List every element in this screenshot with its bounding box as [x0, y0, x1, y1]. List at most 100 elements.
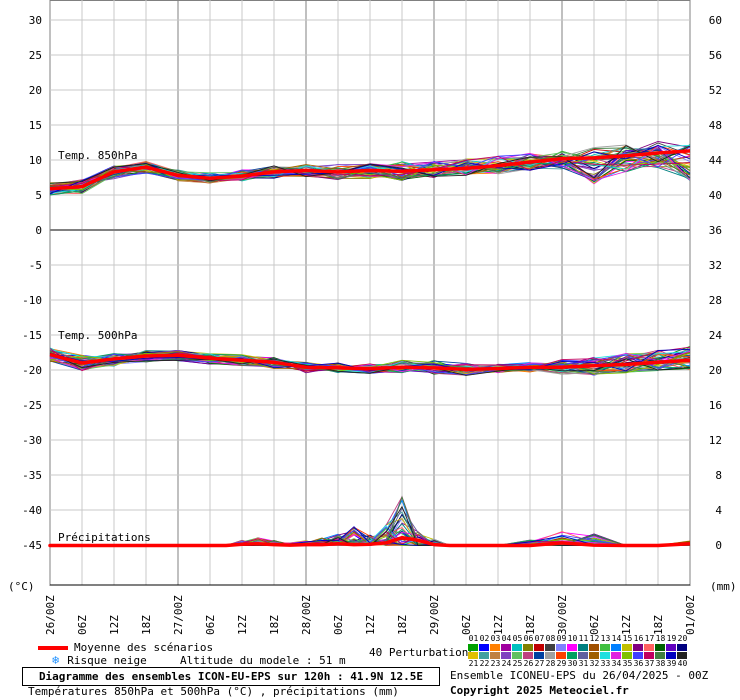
perturbation-number: 13 [600, 634, 611, 643]
y-right-tick-label: 36 [709, 224, 722, 237]
perturbation-number: 31 [578, 659, 589, 668]
perturbation-number: 19 [666, 634, 677, 643]
perturbation-number: 09 [556, 634, 567, 643]
perturbation-number: 12 [589, 634, 600, 643]
perturbation-number: 35 [622, 659, 633, 668]
snowflake-icon: ❄ [52, 653, 60, 667]
x-tick-label: 06Z [204, 615, 217, 635]
perturbation-number: 10 [567, 634, 578, 643]
legend-mean-label: Moyenne des scénarios [74, 641, 214, 654]
copyright: Copyright 2025 Meteociel.fr [450, 684, 629, 697]
x-tick-label: 12Z [108, 615, 121, 635]
x-tick-label: 18Z [140, 615, 153, 635]
right-unit-label: (mm) [710, 580, 737, 593]
perturbation-swatch [468, 644, 478, 651]
perturbation-swatch [556, 652, 566, 659]
series-temp-850hpa [49, 141, 691, 196]
y-left-tick-label: 25 [29, 49, 42, 62]
perturbation-swatch [622, 652, 632, 659]
x-tick-label: 06Z [460, 615, 473, 635]
perturbation-number: 18 [655, 634, 666, 643]
perturbation-swatch [490, 644, 500, 651]
perturbation-swatch [666, 644, 676, 651]
y-right-tick-label: 28 [709, 294, 722, 307]
y-left-tick-label: -45 [22, 539, 42, 552]
perturbation-grid: 01 02 03 04 05 06 07 08 09 10 11 12 13 14 15 16 17 18 19 20… [468, 634, 688, 668]
x-tick-label: 29/00Z [428, 595, 441, 635]
x-tick-label: 12Z [492, 615, 505, 635]
x-tick-label: 12Z [364, 615, 377, 635]
perturbation-swatch [666, 652, 676, 659]
perturbation-swatch [633, 652, 643, 659]
y-left-tick-label: 30 [29, 14, 42, 27]
y-left-tick-label: -40 [22, 504, 42, 517]
perturbation-number: 16 [633, 634, 644, 643]
member-line [49, 146, 691, 193]
perturbation-swatch [600, 644, 610, 651]
perturbation-swatch [501, 644, 511, 651]
perturbation-swatch [677, 652, 687, 659]
perturbation-number: 04 [501, 634, 512, 643]
perturbation-swatch [490, 652, 500, 659]
y-left-tick-label: -30 [22, 434, 42, 447]
member-line [49, 353, 691, 376]
y-right-tick-label: 0 [715, 539, 722, 552]
perturbation-number: 22 [479, 659, 490, 668]
chart-grid [49, 0, 691, 586]
x-tick-label: 26/00Z [44, 595, 57, 635]
x-tick-label: 30/00Z [556, 595, 569, 635]
perturbation-number: 33 [600, 659, 611, 668]
perturbation-swatch [545, 652, 555, 659]
perturbation-swatch [501, 652, 511, 659]
perturbation-number: 28 [545, 659, 556, 668]
perturbation-number: 37 [644, 659, 655, 668]
perturbation-swatch [578, 652, 588, 659]
perturbation-swatches-1 [468, 644, 688, 651]
y-right-tick-label: 44 [709, 154, 723, 167]
footer-subtitle: Températures 850hPa et 500hPa (°C) , pré… [28, 685, 399, 698]
perturbation-swatch [556, 644, 566, 651]
legend-snow: ❄ Risque neige [52, 653, 147, 667]
mean-line [48, 535, 691, 548]
y-left-tick-label: -5 [29, 259, 42, 272]
x-tick-label: 01/00Z [684, 595, 697, 635]
x-tick-label: 12Z [236, 615, 249, 635]
perturbation-swatch [523, 644, 533, 651]
y-right-tick-label: 40 [709, 189, 722, 202]
y-right-tick-label: 20 [709, 364, 722, 377]
y-left-tick-label: -20 [22, 364, 42, 377]
perturbation-number: 02 [479, 634, 490, 643]
member-line [49, 348, 691, 372]
run-info: Ensemble ICONEU-EPS du 26/04/2025 - 00Z [450, 669, 709, 682]
perturbation-swatch [677, 644, 687, 651]
perturbation-number: 26 [523, 659, 534, 668]
perturbation-number: 25 [512, 659, 523, 668]
altitude-label: Altitude du modele : 51 m [180, 654, 346, 667]
perturbation-swatch [655, 644, 665, 651]
footer-title: Diagramme des ensembles ICON-EU-EPS sur … [22, 667, 440, 686]
perturbation-number: 32 [589, 659, 600, 668]
perturbation-swatch [567, 652, 577, 659]
chart-series [48, 141, 691, 548]
y-left-tick-label: -35 [22, 469, 42, 482]
perturbation-swatch [468, 652, 478, 659]
perturbation-swatch [512, 644, 522, 651]
member-line [49, 145, 691, 184]
perturbation-swatch [644, 644, 654, 651]
perturbation-swatch [512, 652, 522, 659]
x-tick-label: 27/00Z [172, 595, 185, 635]
perturbation-number: 15 [622, 634, 633, 643]
perturbation-swatch [479, 652, 489, 659]
y-right-tick-label: 16 [709, 399, 722, 412]
perturbation-number: 05 [512, 634, 523, 643]
y-right-tick-label: 56 [709, 49, 722, 62]
x-tick-label: 18Z [396, 615, 409, 635]
x-tick-label: 06Z [588, 615, 601, 635]
perturbation-swatch [589, 644, 599, 651]
series-temp-500hpa [49, 345, 691, 376]
y-left-tick-label: -15 [22, 329, 42, 342]
y-left-tick-label: 10 [29, 154, 42, 167]
y-right-tick-label: 24 [709, 329, 723, 342]
perturbation-swatch [479, 644, 489, 651]
perturbation-swatch [600, 652, 610, 659]
